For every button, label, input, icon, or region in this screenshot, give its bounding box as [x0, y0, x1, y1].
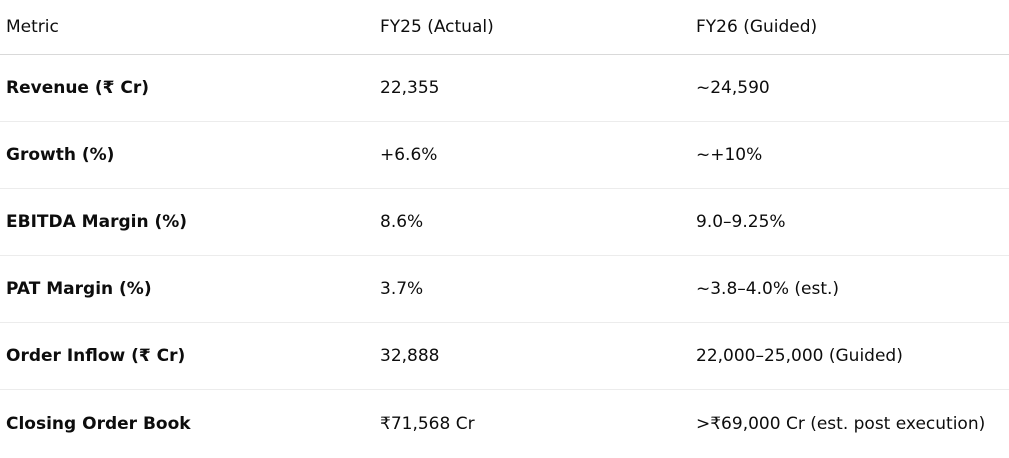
metric-cell: Growth (%) — [0, 122, 374, 189]
header-fy26: FY26 (Guided) — [690, 0, 1009, 55]
table-row: Growth (%) +6.6% ~+10% — [0, 122, 1009, 189]
table-row: PAT Margin (%) 3.7% ~3.8–4.0% (est.) — [0, 256, 1009, 323]
table-row: EBITDA Margin (%) 8.6% 9.0–9.25% — [0, 189, 1009, 256]
table-row: Revenue (₹ Cr) 22,355 ~24,590 — [0, 55, 1009, 122]
fy26-cell: 22,000–25,000 (Guided) — [690, 323, 1009, 390]
fy26-cell: 9.0–9.25% — [690, 189, 1009, 256]
fy26-cell: >₹69,000 Cr (est. post execution) — [690, 390, 1009, 458]
metric-cell: Order Inflow (₹ Cr) — [0, 323, 374, 390]
table-row: Closing Order Book ₹71,568 Cr >₹69,000 C… — [0, 390, 1009, 458]
fy25-cell: ₹71,568 Cr — [374, 390, 690, 458]
header-fy25: FY25 (Actual) — [374, 0, 690, 55]
metric-cell: EBITDA Margin (%) — [0, 189, 374, 256]
fy25-cell: 22,355 — [374, 55, 690, 122]
metric-cell: Revenue (₹ Cr) — [0, 55, 374, 122]
fy25-cell: 3.7% — [374, 256, 690, 323]
table-row: Order Inflow (₹ Cr) 32,888 22,000–25,000… — [0, 323, 1009, 390]
fy26-cell: ~+10% — [690, 122, 1009, 189]
table-header-row: Metric FY25 (Actual) FY26 (Guided) — [0, 0, 1009, 55]
header-metric: Metric — [0, 0, 374, 55]
fy26-cell: ~24,590 — [690, 55, 1009, 122]
fy25-cell: 32,888 — [374, 323, 690, 390]
fy26-cell: ~3.8–4.0% (est.) — [690, 256, 1009, 323]
metric-cell: Closing Order Book — [0, 390, 374, 458]
fy25-cell: 8.6% — [374, 189, 690, 256]
fy25-cell: +6.6% — [374, 122, 690, 189]
metric-cell: PAT Margin (%) — [0, 256, 374, 323]
